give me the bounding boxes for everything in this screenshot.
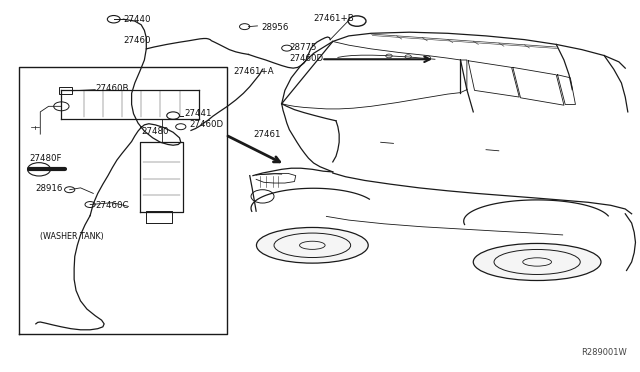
Text: 27440: 27440 [124, 15, 151, 24]
Ellipse shape [473, 243, 601, 280]
Ellipse shape [257, 227, 368, 263]
Text: 27480F: 27480F [29, 154, 62, 163]
Text: 27461: 27461 [253, 129, 280, 139]
Ellipse shape [274, 233, 351, 257]
Text: R289001W: R289001W [580, 348, 627, 357]
Text: 27460: 27460 [124, 36, 151, 45]
Text: 27460D: 27460D [289, 54, 323, 62]
Text: 27460C: 27460C [95, 201, 129, 210]
Text: 27461+B: 27461+B [314, 14, 355, 23]
Text: 27441: 27441 [184, 109, 212, 118]
Text: 27460D: 27460D [189, 121, 223, 129]
Bar [60, 87, 72, 94]
Text: 27461+A: 27461+A [234, 67, 275, 76]
Text: 28916: 28916 [36, 185, 63, 193]
Text: 28775: 28775 [289, 42, 317, 51]
Ellipse shape [494, 250, 580, 275]
Ellipse shape [523, 258, 552, 266]
Ellipse shape [300, 241, 325, 249]
Text: 27460B: 27460B [95, 84, 129, 93]
Text: 28956: 28956 [261, 23, 289, 32]
Text: 27480: 27480 [141, 126, 169, 136]
Text: (WASHER TANK): (WASHER TANK) [40, 231, 104, 241]
